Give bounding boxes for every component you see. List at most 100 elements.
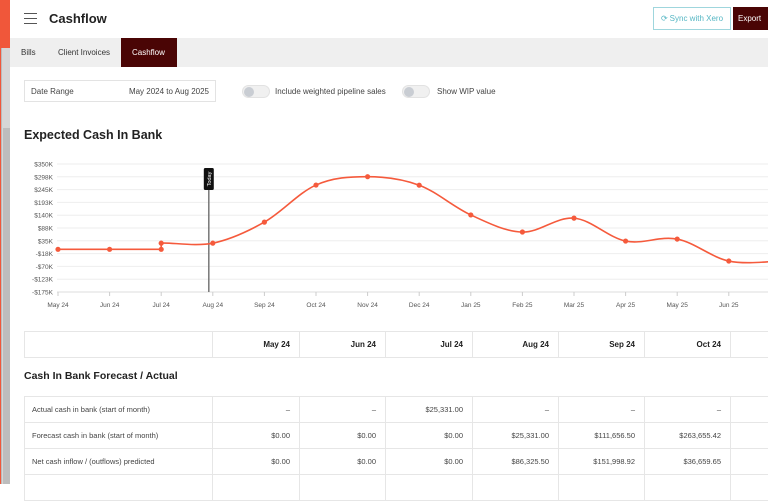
table-cell (473, 475, 559, 501)
table-cell: – (300, 397, 386, 423)
table-cell: $0.00 (300, 449, 386, 475)
data-point (159, 241, 164, 246)
cash-in-bank-chart: $350K $298K $245K $193K $140K $88K $35K -$18K -$… (0, 155, 768, 320)
data-point (365, 174, 370, 179)
tab-client-invoices[interactable]: Client Invoices (47, 38, 121, 67)
header: Cashflow ⟳Sync with Xero Export (10, 0, 768, 38)
date-range-picker[interactable]: Date Range May 2024 to Aug 2025 (24, 80, 216, 102)
row-label: Actual cash in bank (start of month) (25, 397, 213, 423)
data-point (571, 216, 576, 221)
column-header: Oct 24 (645, 332, 731, 358)
tab-bills[interactable]: Bills (10, 38, 47, 67)
table-cell (731, 423, 768, 449)
y-tick-label: $140K (34, 213, 53, 220)
hamburger-icon[interactable] (24, 13, 37, 24)
data-point (262, 220, 267, 225)
today-label: Today (207, 171, 213, 186)
table-cell: $25,331.00 (473, 423, 559, 449)
table-cell (645, 475, 731, 501)
table-cell (386, 475, 473, 501)
table-cell (213, 475, 300, 501)
date-range-value: May 2024 to Aug 2025 (129, 87, 209, 96)
table-cell: $36,659.65 (645, 449, 731, 475)
table-cell (25, 475, 213, 501)
table-cell: – (645, 397, 731, 423)
tab-bar: Bills Client Invoices Cashflow (10, 38, 768, 67)
date-range-label: Date Range (31, 87, 74, 96)
table-cell (731, 397, 768, 423)
y-tick-label: -$175K (32, 290, 54, 297)
table-cell: $151,998.92 (559, 449, 645, 475)
x-tick-label: Apr 25 (616, 302, 636, 309)
section-title: Expected Cash In Bank (24, 128, 162, 142)
table-cell: $263,655.42 (645, 423, 731, 449)
table-row: Forecast cash in bank (start of month)$0… (25, 423, 768, 449)
x-tick-label: Jan 25 (461, 302, 481, 309)
table-cell: $111,656.50 (559, 423, 645, 449)
y-tick-label: $298K (34, 174, 53, 181)
refresh-icon: ⟳ (661, 14, 668, 23)
column-header: Jul 24 (386, 332, 473, 358)
column-header: Sep 24 (559, 332, 645, 358)
pipeline-toggle[interactable] (242, 85, 270, 98)
table-cell: – (473, 397, 559, 423)
row-label: Net cash inflow / (outflows) predicted (25, 449, 213, 475)
data-point (107, 247, 112, 252)
data-point (55, 247, 60, 252)
table-row: Actual cash in bank (start of month)––$2… (25, 397, 768, 423)
y-tick-label: $193K (34, 200, 53, 207)
pipeline-toggle-label: Include weighted pipeline sales (275, 87, 386, 96)
x-tick-label: Feb 25 (512, 302, 533, 309)
x-tick-label: Sep 24 (254, 302, 275, 309)
column-header: Jun 24 (300, 332, 386, 358)
data-point (159, 247, 164, 252)
x-tick-label: Jun 25 (719, 302, 739, 309)
table-row (25, 475, 768, 501)
table-cell (300, 475, 386, 501)
data-point (210, 241, 215, 246)
table-cell: – (559, 397, 645, 423)
export-button[interactable]: Export (733, 7, 768, 30)
y-tick-label: $88K (38, 226, 54, 233)
x-tick-label: Jul 24 (153, 302, 171, 309)
table-cell: $0.00 (213, 449, 300, 475)
table-section-title: Cash In Bank Forecast / Actual (24, 370, 178, 382)
x-tick-label: Mar 25 (564, 302, 585, 309)
x-tick-label: May 24 (47, 302, 69, 309)
y-tick-label: -$70K (36, 264, 54, 271)
tab-cashflow[interactable]: Cashflow (121, 38, 177, 67)
page-title: Cashflow (49, 11, 107, 26)
x-tick-label: Aug 24 (202, 302, 223, 309)
table-cell: – (213, 397, 300, 423)
row-label: Forecast cash in bank (start of month) (25, 423, 213, 449)
cash-in-bank-table: Actual cash in bank (start of month)––$2… (24, 396, 768, 501)
table-cell: $25,331.00 (386, 397, 473, 423)
table-cell: $0.00 (213, 423, 300, 449)
y-tick-label: -$123K (32, 277, 54, 284)
table-cell (559, 475, 645, 501)
table-cell (731, 475, 768, 501)
data-point (417, 183, 422, 188)
data-point (726, 258, 731, 263)
y-tick-label: $245K (34, 187, 53, 194)
x-tick-label: Nov 24 (357, 302, 378, 309)
column-header: Aug 24 (473, 332, 559, 358)
data-point (313, 182, 318, 187)
table-cell (731, 449, 768, 475)
table-cell: $0.00 (300, 423, 386, 449)
data-point (520, 229, 525, 234)
y-tick-label: $350K (34, 162, 53, 169)
y-tick-label: $35K (38, 238, 54, 245)
x-tick-label: Oct 24 (306, 302, 326, 309)
table-cell: $0.00 (386, 423, 473, 449)
data-point (675, 236, 680, 241)
column-header-overflow (731, 332, 768, 358)
y-tick-label: -$18K (36, 251, 54, 258)
x-tick-label: Jun 24 (100, 302, 120, 309)
data-point (623, 238, 628, 243)
sync-with-xero-button[interactable]: ⟳Sync with Xero (653, 7, 731, 30)
data-point (468, 212, 473, 217)
wip-toggle[interactable] (402, 85, 430, 98)
table-row: Net cash inflow / (outflows) predicted$0… (25, 449, 768, 475)
